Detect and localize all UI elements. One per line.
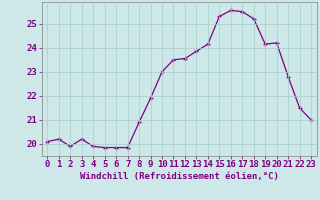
X-axis label: Windchill (Refroidissement éolien,°C): Windchill (Refroidissement éolien,°C) [80,172,279,181]
